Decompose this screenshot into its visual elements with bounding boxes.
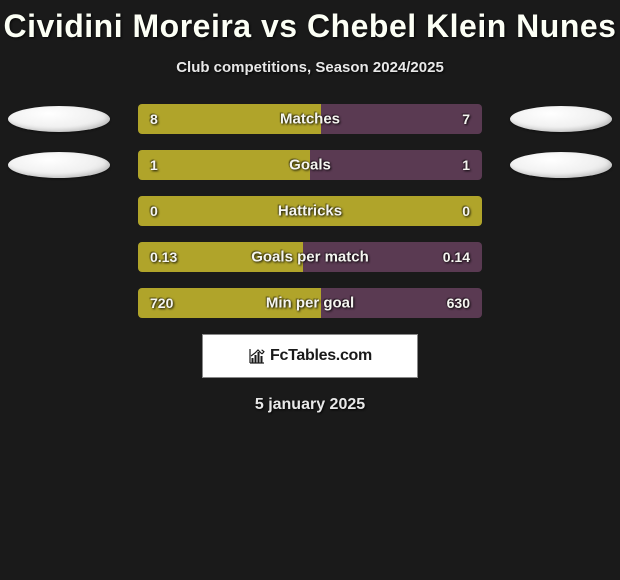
logo-text: FcTables.com	[270, 347, 372, 365]
stats-rows: 8 Matches 7 1 Goals 1 0 Hattricks 0 0.13 Goals per…	[0, 104, 620, 318]
stat-value-left: 0.13	[150, 249, 177, 265]
stat-value-right: 7	[462, 111, 470, 127]
bar-fill-left	[138, 150, 310, 180]
player-avatar-left	[8, 152, 110, 178]
avatar-spacer	[510, 290, 612, 316]
bar-fill-right	[321, 104, 482, 134]
avatar-spacer	[510, 198, 612, 224]
stat-value-right: 630	[447, 295, 470, 311]
stat-label: Matches	[280, 111, 340, 128]
stat-label: Hattricks	[278, 203, 342, 220]
stat-bar: 1 Goals 1	[138, 150, 482, 180]
subtitle: Club competitions, Season 2024/2025	[0, 59, 620, 76]
player-avatar-left	[8, 106, 110, 132]
stat-value-left: 8	[150, 111, 158, 127]
stat-value-left: 720	[150, 295, 173, 311]
avatar-spacer	[8, 290, 110, 316]
player-avatar-right	[510, 106, 612, 132]
stat-label: Min per goal	[266, 295, 354, 312]
stats-comparison-card: Cividini Moreira vs Chebel Klein Nunes C…	[0, 0, 620, 414]
stat-bar: 8 Matches 7	[138, 104, 482, 134]
chart-icon	[248, 347, 266, 365]
stat-row: 0 Hattricks 0	[0, 196, 620, 226]
page-title: Cividini Moreira vs Chebel Klein Nunes	[0, 8, 620, 45]
stat-value-left: 0	[150, 203, 158, 219]
player-avatar-right	[510, 152, 612, 178]
stat-row: 1 Goals 1	[0, 150, 620, 180]
bar-fill-right	[310, 150, 482, 180]
stat-bar: 720 Min per goal 630	[138, 288, 482, 318]
stat-value-right: 0	[462, 203, 470, 219]
stat-value-right: 1	[462, 157, 470, 173]
stat-label: Goals	[289, 157, 331, 174]
stat-bar: 0.13 Goals per match 0.14	[138, 242, 482, 272]
avatar-spacer	[510, 244, 612, 270]
stat-label: Goals per match	[251, 249, 369, 266]
avatar-spacer	[8, 244, 110, 270]
stat-row: 8 Matches 7	[0, 104, 620, 134]
stat-value-right: 0.14	[443, 249, 470, 265]
logo-box[interactable]: FcTables.com	[202, 334, 418, 378]
avatar-spacer	[8, 198, 110, 224]
date-label: 5 january 2025	[0, 396, 620, 414]
stat-value-left: 1	[150, 157, 158, 173]
stat-row: 720 Min per goal 630	[0, 288, 620, 318]
stat-row: 0.13 Goals per match 0.14	[0, 242, 620, 272]
stat-bar: 0 Hattricks 0	[138, 196, 482, 226]
